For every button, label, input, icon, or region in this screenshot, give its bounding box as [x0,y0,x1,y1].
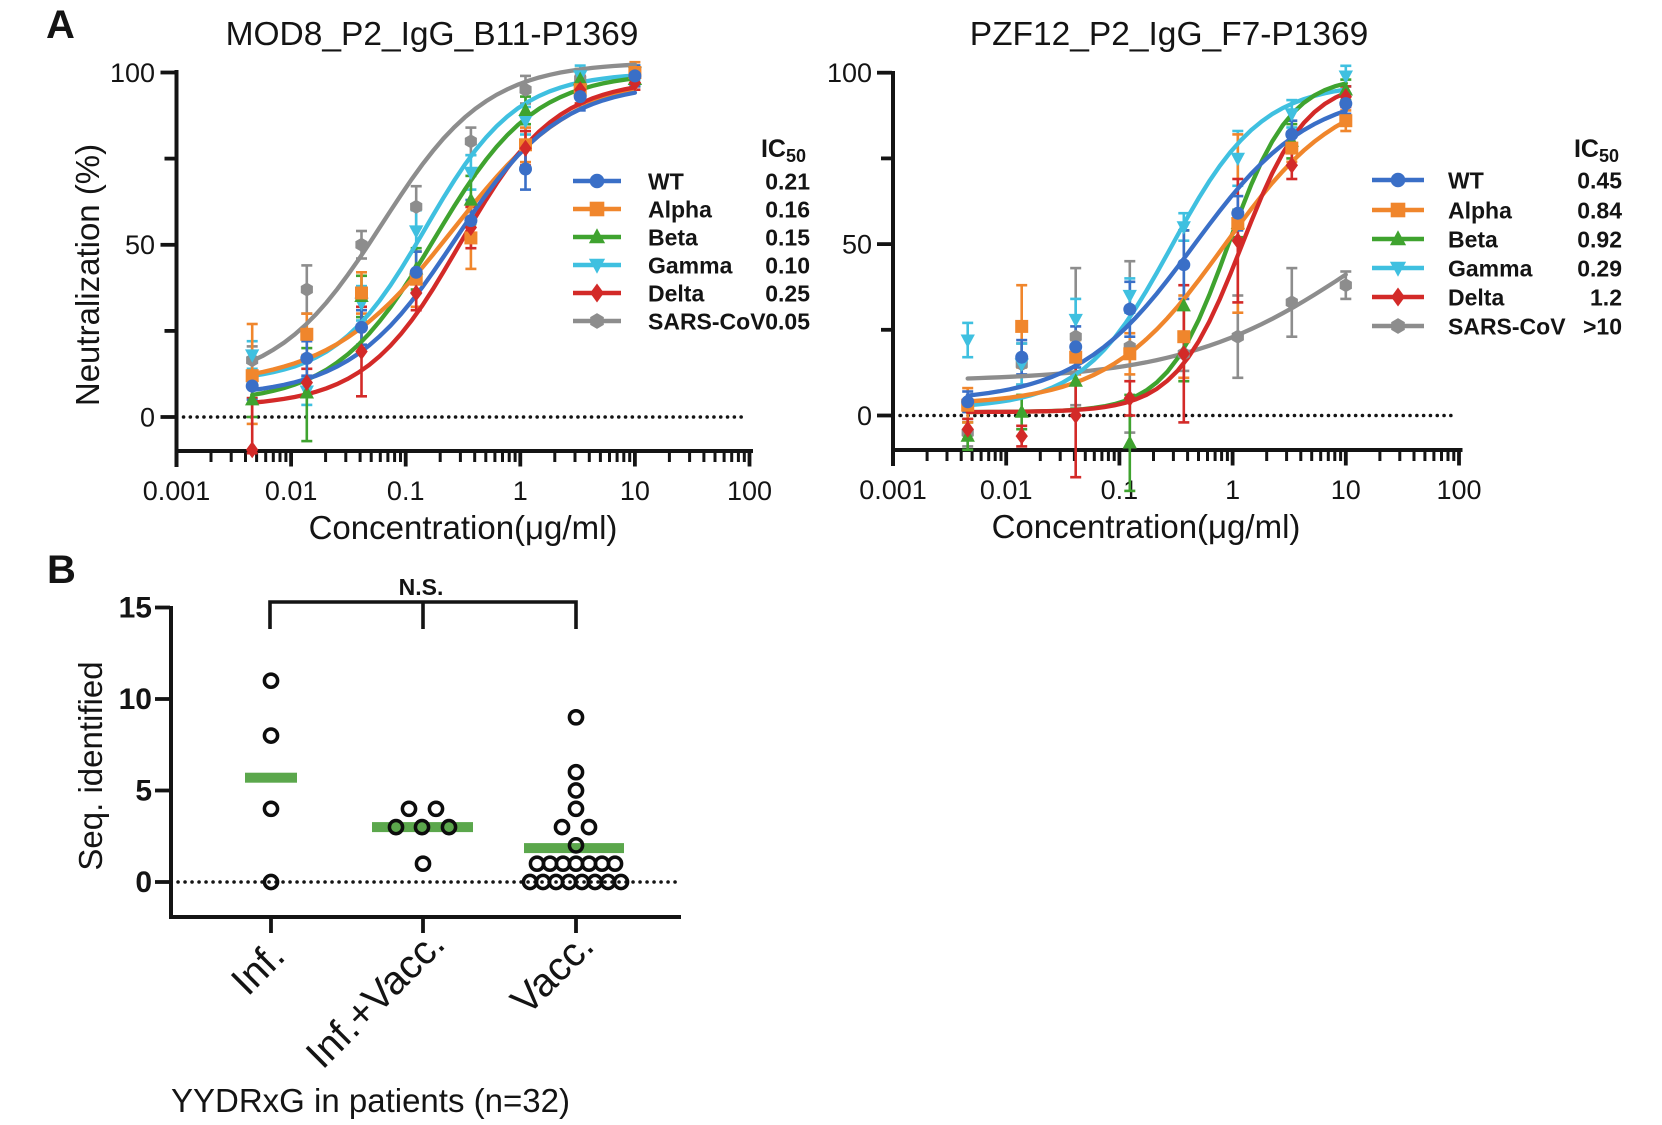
svg-text:10: 10 [1331,475,1361,505]
svg-text:5: 5 [135,775,152,808]
svg-text:N.S.: N.S. [399,574,444,600]
svg-text:50: 50 [842,230,872,260]
svg-text:YYDRxG in patients (n=32): YYDRxG in patients (n=32) [171,1082,570,1119]
svg-text:0: 0 [135,866,152,899]
svg-text:100: 100 [827,58,872,88]
svg-text:A: A [46,3,75,47]
svg-text:0.1: 0.1 [387,476,425,506]
svg-text:1.2: 1.2 [1590,285,1622,311]
svg-text:1: 1 [513,476,528,506]
svg-text:0: 0 [857,401,872,431]
svg-text:10: 10 [620,476,650,506]
svg-text:0.25: 0.25 [765,281,810,307]
svg-text:0.84: 0.84 [1577,198,1622,224]
svg-text:Concentration(μg/ml): Concentration(μg/ml) [309,509,618,546]
svg-text:0.16: 0.16 [765,197,810,223]
svg-text:WT: WT [648,169,684,195]
svg-text:SARS-CoV: SARS-CoV [1448,314,1566,340]
svg-text:0.21: 0.21 [765,169,810,195]
svg-text:100: 100 [110,58,155,88]
svg-text:Gamma: Gamma [648,253,733,279]
svg-text:0: 0 [140,403,155,433]
svg-text:0.05: 0.05 [765,309,810,335]
svg-text:Gamma: Gamma [1448,256,1533,282]
svg-text:100: 100 [1436,475,1481,505]
svg-text:50: 50 [125,230,155,260]
svg-text:Delta: Delta [1448,285,1504,311]
svg-text:0.45: 0.45 [1577,168,1622,194]
svg-text:0.29: 0.29 [1577,256,1622,282]
svg-text:1: 1 [1225,475,1240,505]
svg-text:SARS-CoV: SARS-CoV [648,309,766,335]
svg-text:MOD8_P2_IgG_B11-P1369: MOD8_P2_IgG_B11-P1369 [226,16,639,53]
svg-text:Seq. identified: Seq. identified [72,661,109,870]
svg-text:100: 100 [727,476,772,506]
svg-text:WT: WT [1448,168,1484,194]
svg-text:Alpha: Alpha [648,197,712,223]
svg-text:0.15: 0.15 [765,225,810,251]
svg-text:0.01: 0.01 [265,476,318,506]
svg-text:B: B [47,548,76,592]
svg-text:0.001: 0.001 [143,476,211,506]
svg-text:>10: >10 [1583,314,1622,340]
svg-text:0.01: 0.01 [980,475,1033,505]
svg-text:15: 15 [119,592,152,625]
svg-text:Beta: Beta [1448,227,1498,253]
svg-text:Beta: Beta [648,225,698,251]
svg-text:0.001: 0.001 [859,475,927,505]
svg-text:Neutralization (%): Neutralization (%) [69,144,106,406]
svg-text:Concentration(μg/ml): Concentration(μg/ml) [992,508,1301,545]
svg-text:0.92: 0.92 [1577,227,1622,253]
svg-text:Delta: Delta [648,281,704,307]
svg-text:0.10: 0.10 [765,253,810,279]
svg-text:PZF12_P2_IgG_F7-P1369: PZF12_P2_IgG_F7-P1369 [970,16,1369,53]
svg-text:10: 10 [119,683,152,716]
svg-text:Alpha: Alpha [1448,198,1512,224]
